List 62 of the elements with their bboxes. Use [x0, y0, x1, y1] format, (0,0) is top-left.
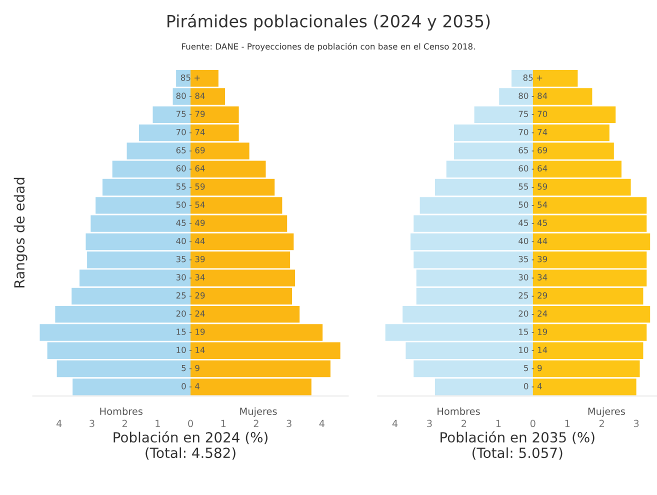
category-label: 5 - 9 — [524, 364, 542, 372]
category-label: 40 - 44 — [518, 238, 548, 244]
category-label: 40 - 44 — [176, 238, 205, 244]
x-tick-label: 2 — [254, 420, 258, 427]
x-tick-label: 2 — [599, 420, 604, 427]
category-label: 20 - 24 — [518, 310, 548, 317]
x-tick-label: 0 — [188, 420, 193, 428]
category-label: 70 - 74 — [518, 128, 548, 136]
x-tick-label: 1 — [565, 420, 570, 427]
category-label: 10 - 14 — [176, 346, 205, 354]
x-tick-label: 4 — [56, 420, 62, 427]
category-label: 50 - 54 — [518, 202, 548, 208]
x-tick-label: 2 — [462, 420, 466, 427]
category-label: 85 + — [523, 74, 542, 81]
category-label: 25 - 29 — [176, 292, 205, 299]
category-label: 5 - 9 — [182, 364, 200, 372]
x-tick-label: 1 — [221, 420, 226, 427]
category-label: 75 - 79 — [176, 110, 205, 118]
x-tick-label: 3 — [90, 420, 94, 428]
category-label: 80 - 84 — [518, 92, 548, 99]
category-label: 55 - 59 — [176, 183, 205, 190]
category-label: 60 - 64 — [176, 165, 205, 172]
category-label: 35 - 39 — [176, 256, 205, 262]
category-label: 60 - 64 — [518, 165, 548, 172]
category-label: 15 - 19 — [176, 328, 205, 335]
category-label: 65 - 69 — [176, 147, 205, 154]
category-label: 85 + — [180, 74, 200, 81]
category-label: 75 - 70 — [518, 110, 548, 118]
category-label: 45 - 49 — [176, 220, 205, 226]
series-label: Mujeres — [588, 407, 625, 417]
x-tick-label: 4 — [392, 420, 398, 427]
category-label: 30 - 34 — [518, 274, 548, 280]
category-label: 35 - 39 — [518, 256, 548, 262]
category-label: 20 - 24 — [176, 310, 205, 317]
y-axis-title: Rangos de edad — [14, 178, 28, 288]
chart-title: Pirámides poblacionales (2024 y 2035) — [168, 14, 490, 31]
x-tick-label: 1 — [496, 420, 501, 427]
category-label: 25 - 29 — [518, 292, 548, 299]
category-label: 0 - 4 — [524, 383, 542, 390]
chart-subtitle: Fuente: DANE - Proyecciones de población con base en el Censo 2018. — [182, 42, 475, 52]
category-label: 55 - 59 — [518, 183, 548, 190]
series-label: Hombres — [100, 407, 143, 415]
x-axis-title: Población en 2024 (%) (Total: 4.582) — [114, 431, 268, 460]
x-tick-label: 0 — [530, 420, 536, 428]
x-tick-label: 3 — [427, 420, 432, 428]
series-label: Hombres — [438, 407, 480, 415]
series-label: Mujeres — [240, 407, 277, 417]
category-label: 65 - 69 — [518, 147, 548, 154]
category-label: 10 - 14 — [519, 346, 548, 354]
x-tick-label: 2 — [122, 420, 127, 427]
category-label: 30 - 34 — [176, 274, 205, 280]
x-tick-label: 1 — [156, 420, 160, 427]
category-label: 45 - 45 — [518, 220, 547, 226]
x-tick-label: 4 — [319, 420, 324, 427]
x-tick-label: 3 — [634, 420, 639, 428]
category-label: 0 - 4 — [182, 383, 200, 390]
category-label: 50 - 54 — [176, 202, 205, 208]
category-label: 80 - 84 — [176, 92, 205, 99]
x-tick-label: 3 — [286, 420, 292, 428]
x-axis-title: Población en 2035 (%) (Total: 5.057) — [440, 431, 594, 460]
category-label: 70 - 74 — [176, 128, 205, 136]
category-label: 15 - 19 — [519, 328, 548, 335]
